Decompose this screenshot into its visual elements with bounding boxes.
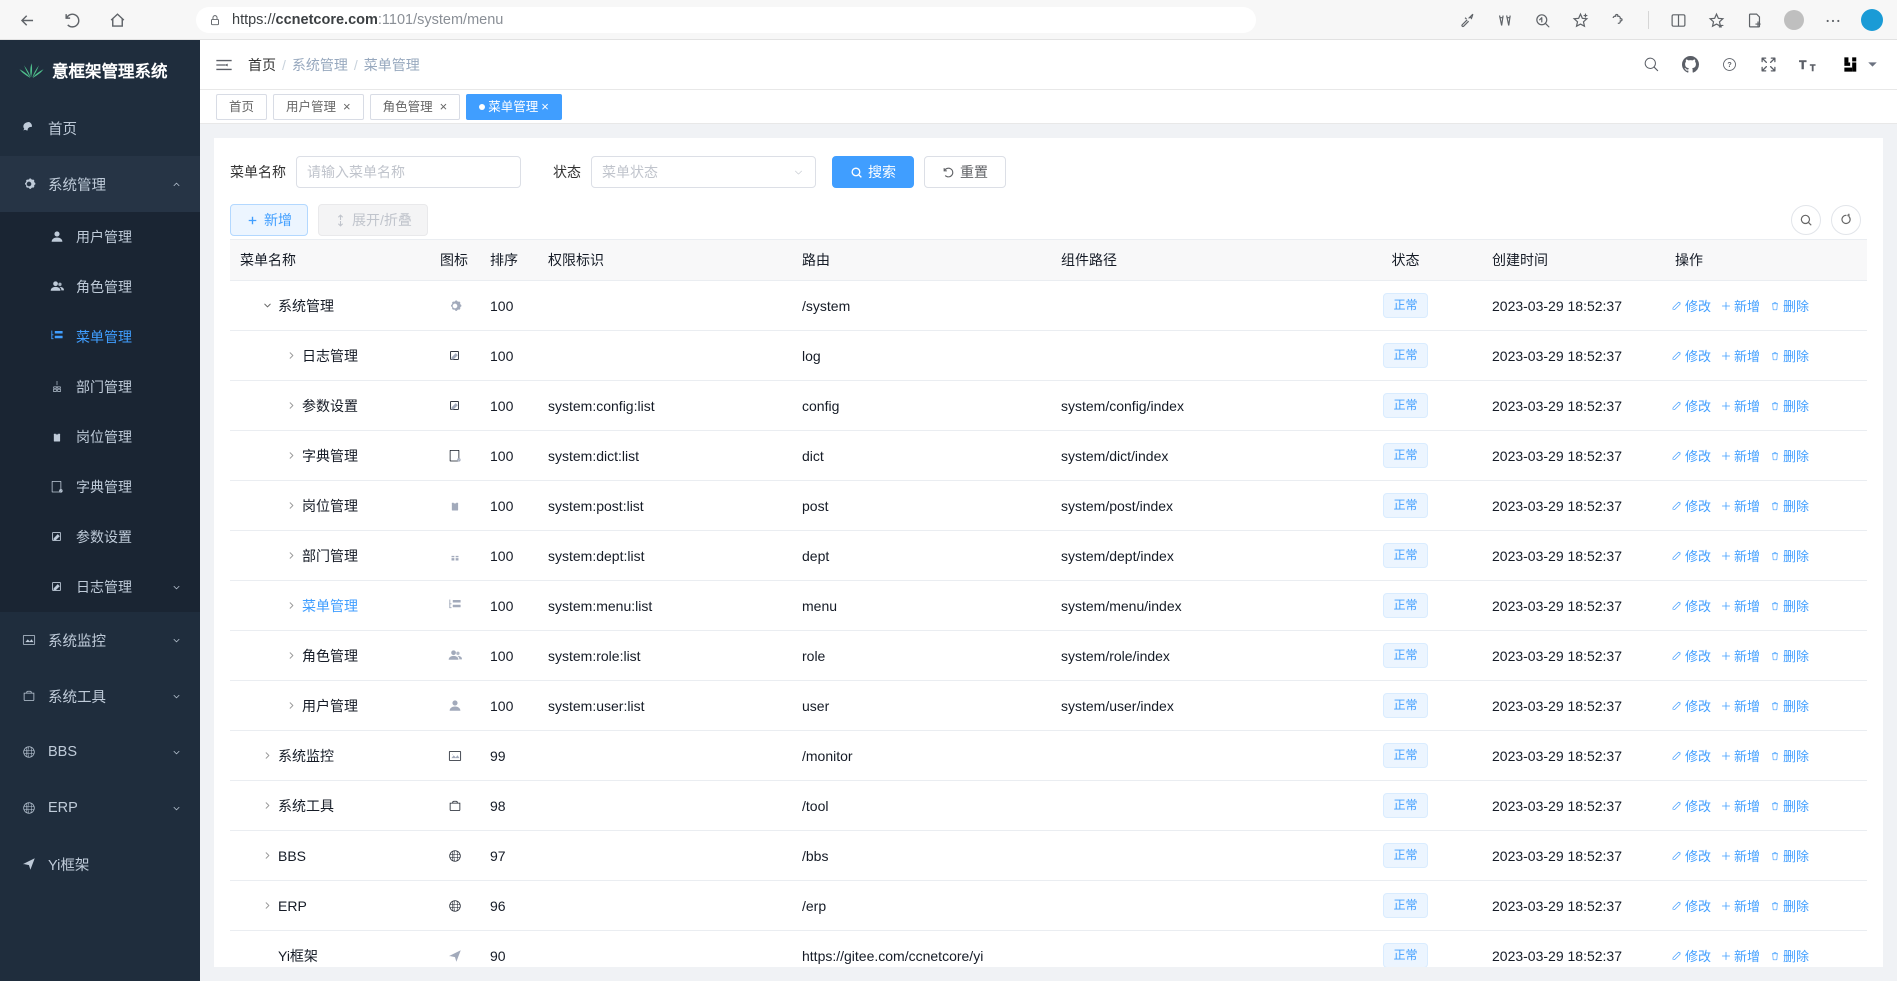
svg-text:T: T [1810,63,1816,73]
svg-text:T: T [1799,57,1807,71]
svg-text:?: ? [1727,61,1731,69]
